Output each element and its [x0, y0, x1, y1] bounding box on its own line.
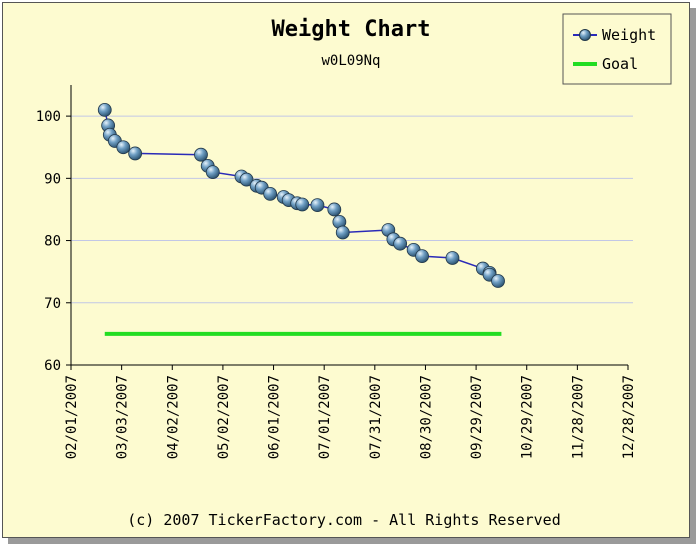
x-tick-label: 04/02/2007 [165, 375, 181, 459]
weight-point [263, 186, 278, 201]
x-tick-label: 08/30/2007 [418, 375, 434, 459]
y-tick-label: 70 [44, 296, 61, 312]
chart-title: Weight Chart [272, 17, 431, 42]
weight-chart: Weight Chart w0L09Nq 60 70 80 90 100 02/01/20… [36, 13, 672, 529]
weight-point [205, 165, 220, 180]
weight-point [445, 251, 460, 265]
weight-point [116, 140, 131, 155]
gridlines [71, 115, 633, 304]
weight-point [335, 225, 350, 240]
y-tick-label: 100 [36, 109, 61, 125]
weight-point [194, 147, 208, 162]
x-tick-label: 11/28/2007 [570, 375, 586, 459]
weight-series-line [104, 109, 499, 282]
weight-point [491, 274, 505, 288]
weight-point [128, 146, 143, 161]
y-tick-label: 60 [44, 358, 61, 374]
y-tick-label: 80 [44, 234, 61, 250]
x-tick-label: 09/29/2007 [469, 375, 485, 459]
legend: Weight Goal [562, 13, 672, 85]
x-tick-label: 05/02/2007 [216, 375, 232, 459]
x-tick-label: 12/28/2007 [621, 375, 637, 459]
weight-point [310, 198, 325, 212]
legend-weight-label: Weight [602, 26, 656, 44]
chart-frame: Weight Chart w0L09Nq 60 70 80 90 100 02/01/20… [2, 2, 690, 538]
x-tick-label: 06/01/2007 [267, 375, 283, 459]
weight-point [327, 202, 342, 217]
x-tick-label: 02/01/2007 [64, 375, 80, 459]
x-tick-label: 10/29/2007 [520, 375, 536, 459]
series [97, 102, 505, 336]
weight-point [295, 197, 310, 212]
copyright-footer: (c) 2007 TickerFactory.com - All Rights … [127, 511, 560, 529]
weight-point [97, 102, 112, 117]
weight-point [415, 249, 429, 264]
legend-goal-label: Goal [602, 55, 638, 73]
legend-box [562, 13, 672, 85]
legend-weight-marker [579, 29, 591, 41]
chart-subtitle: w0L09Nq [321, 53, 380, 69]
axes: 60 70 80 90 100 02/01/2007 03/03/2007 04/02/200… [36, 85, 637, 459]
x-tick-label: 07/01/2007 [317, 375, 333, 459]
x-tick-label: 07/31/2007 [368, 375, 384, 459]
x-tick-label: 03/03/2007 [115, 375, 131, 459]
weight-point [239, 172, 254, 187]
y-tick-label: 90 [44, 171, 61, 187]
weight-point [393, 236, 408, 251]
